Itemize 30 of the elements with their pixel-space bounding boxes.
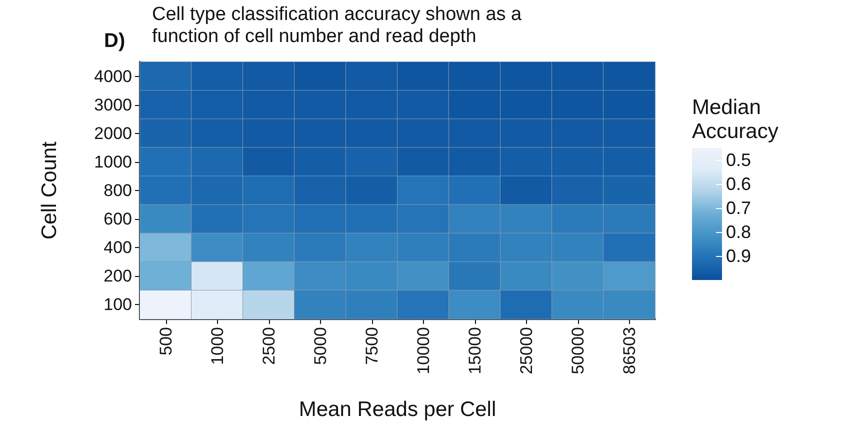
color-scale: Median Accuracy 0.5 0.6 0.7 0.8 0.9 [692,96,846,280]
y-tick-label: 3000 [94,95,132,114]
x-tick-label: 25000 [516,327,536,374]
chart-title: Cell type classification accuracy shown as a function of cell number and read depth [152,4,523,48]
x-tick-label: 50000 [568,327,588,374]
x-tick-label: 15000 [465,327,484,374]
x-tick-label: 10000 [414,327,433,374]
x-tick-label: 5000 [310,327,330,365]
y-tick-label: 2000 [94,124,132,143]
x-tick-label: 86503 [620,327,639,374]
text: D) [104,30,126,53]
y-tick-label: 200 [104,266,132,286]
legend-title: Median Accuracy [692,96,780,144]
y-axis-title: Cell Count [38,141,61,240]
y-tick-label: 4000 [94,66,132,86]
x-tick-label: 500 [156,327,176,356]
y-tick-label: 800 [104,181,132,200]
x-tick-label: 7500 [362,327,382,365]
x-tick-label: 1000 [208,327,227,365]
y-tick-label: 100 [104,295,132,314]
x-tick-label: 2500 [259,327,278,365]
x-axis-title: Mean Reads per Cell [298,398,496,421]
color-bar-label: 0.9 [726,246,752,266]
y-tick-label: 1000 [94,152,132,172]
color-bar-label: 0.8 [726,222,752,242]
color-bar-label: 0.7 [726,198,752,218]
y-tick-label: 600 [104,210,132,229]
color-bar-label: 0.6 [726,174,752,194]
y-tick-label: 400 [104,238,132,258]
color-bar-label: 0.5 [726,150,752,170]
